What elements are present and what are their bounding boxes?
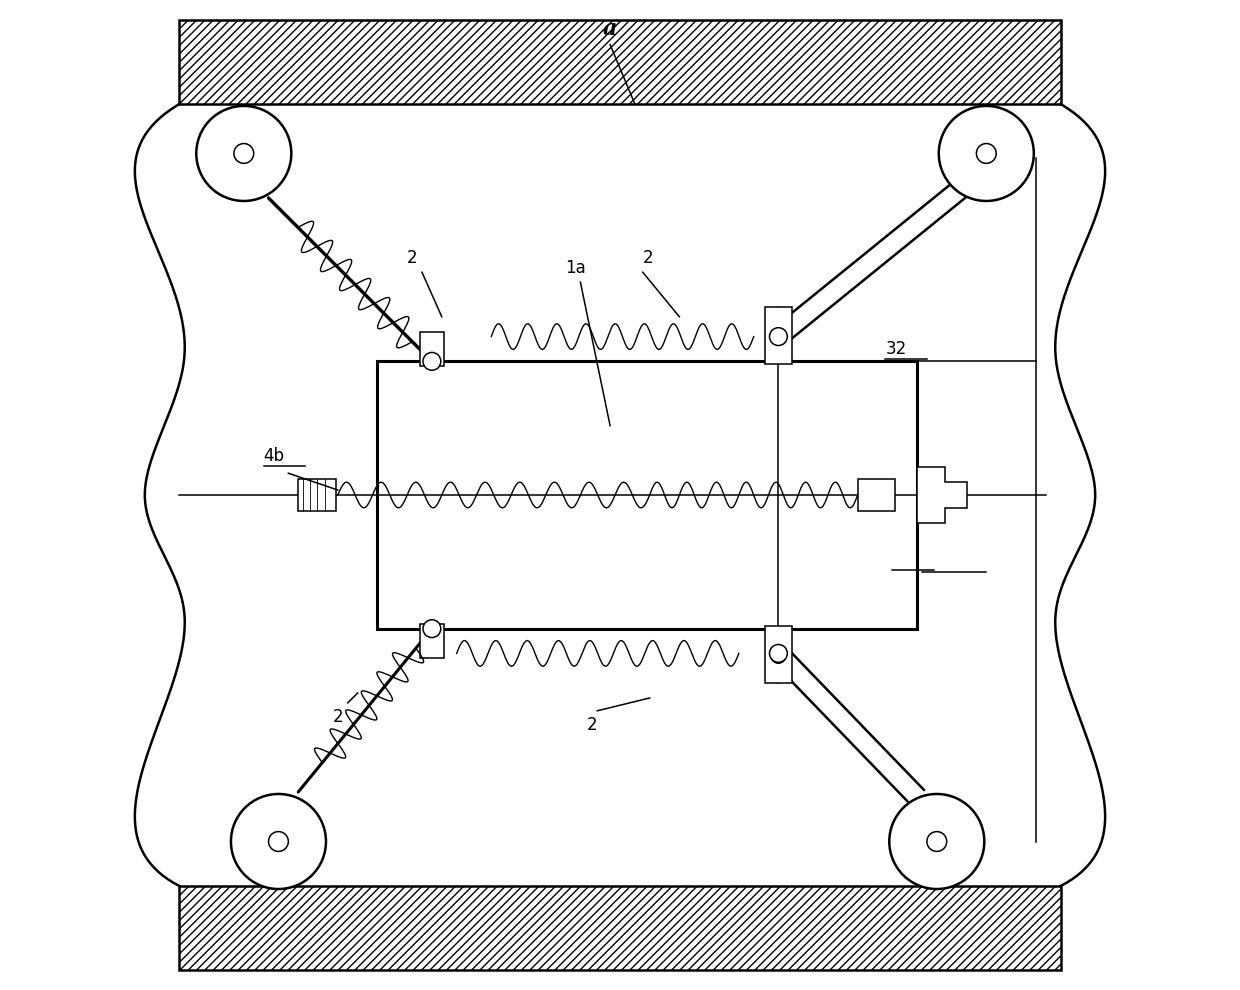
Circle shape <box>889 794 985 889</box>
Bar <box>299 479 336 511</box>
Circle shape <box>770 328 787 346</box>
Bar <box>377 361 918 629</box>
Circle shape <box>269 832 289 851</box>
Text: 2: 2 <box>332 708 343 726</box>
Text: 4b: 4b <box>264 447 285 465</box>
Circle shape <box>939 106 1034 201</box>
Circle shape <box>771 330 785 344</box>
Bar <box>180 886 1060 970</box>
Circle shape <box>423 352 440 370</box>
Circle shape <box>196 106 291 201</box>
Bar <box>765 307 792 364</box>
Bar <box>420 332 444 366</box>
Text: 2n: 2n <box>893 551 914 569</box>
Bar <box>180 20 1060 104</box>
Circle shape <box>231 794 326 889</box>
Text: 32: 32 <box>885 341 906 358</box>
Polygon shape <box>918 467 966 523</box>
Text: 2: 2 <box>587 716 598 734</box>
Bar <box>765 626 792 683</box>
Bar <box>420 624 444 658</box>
Circle shape <box>770 644 787 662</box>
Circle shape <box>926 832 946 851</box>
Text: 2: 2 <box>407 249 418 267</box>
Text: 2: 2 <box>642 249 653 267</box>
Circle shape <box>423 620 440 638</box>
Text: a: a <box>603 18 618 40</box>
Text: 1a: 1a <box>565 259 585 277</box>
Circle shape <box>234 144 254 163</box>
Circle shape <box>771 649 785 663</box>
Bar <box>858 479 895 511</box>
Circle shape <box>976 144 996 163</box>
Bar <box>125 104 1115 886</box>
